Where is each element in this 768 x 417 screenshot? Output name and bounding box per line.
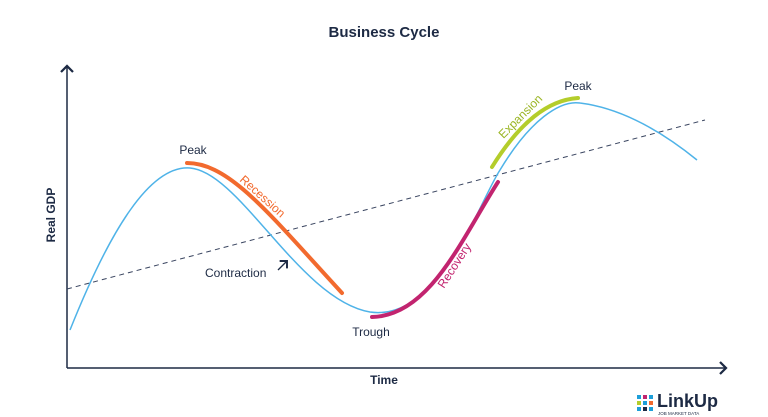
logo-icon [637, 395, 653, 411]
logo-name: LinkUp [657, 391, 718, 411]
expansion-phase [490, 96, 580, 169]
recession-label: Recession [237, 172, 288, 220]
y-axis-label: Real GDP [44, 188, 58, 243]
peak-label: Peak [564, 79, 592, 93]
cycle-curve [69, 102, 698, 331]
logo-tagline: JOB MARKET DATA [658, 411, 699, 416]
contraction-label: Contraction [205, 266, 266, 280]
x-axis-label: Time [370, 373, 398, 387]
recovery-label: Recovery [435, 240, 474, 290]
trend-line [66, 119, 706, 290]
recovery-phase [370, 180, 500, 319]
peak-label: Peak [179, 143, 207, 157]
trough-label: Trough [352, 325, 390, 339]
title: Business Cycle [329, 24, 440, 41]
expansion-label: Expansion [496, 92, 546, 142]
recession-phase [185, 161, 344, 295]
contraction-arrow [277, 260, 288, 271]
